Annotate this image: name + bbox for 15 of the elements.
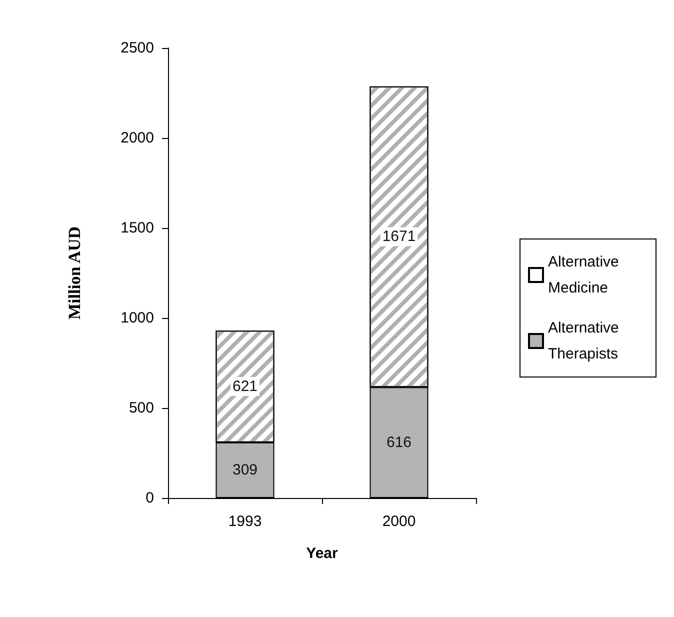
y-tick-label: 1000 bbox=[120, 310, 154, 326]
legend-label: Alternative Medicine bbox=[548, 254, 624, 296]
y-tick-label: 2000 bbox=[120, 130, 154, 146]
y-axis-title: Million AUD bbox=[65, 226, 84, 320]
y-tick-label: 2500 bbox=[120, 40, 154, 56]
y-tick-label: 1500 bbox=[120, 220, 154, 236]
data-label: 616 bbox=[386, 434, 412, 452]
x-tick-label: 1993 bbox=[228, 513, 262, 530]
data-label: 621 bbox=[232, 378, 258, 395]
x-axis-title: Year bbox=[306, 545, 338, 562]
legend-label: Alternative Therapists bbox=[548, 320, 624, 362]
data-label: 1671 bbox=[382, 228, 416, 246]
y-tick-label: 0 bbox=[146, 490, 154, 506]
y-tick-label: 500 bbox=[128, 400, 154, 416]
data-label: 309 bbox=[232, 462, 258, 479]
